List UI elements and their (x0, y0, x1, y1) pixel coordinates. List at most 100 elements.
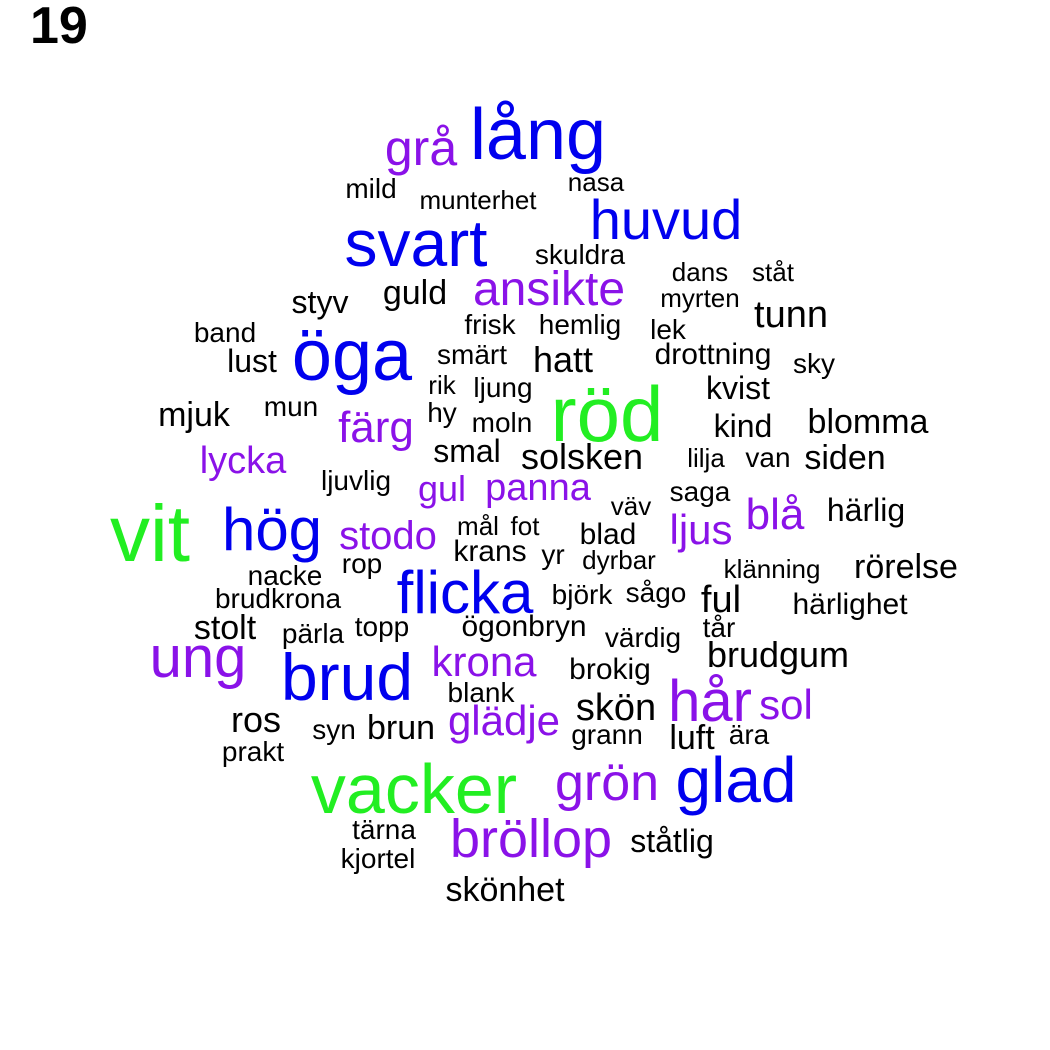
cloud-word: stodo (339, 514, 437, 558)
cloud-word: värdig (604, 622, 682, 653)
cloud-word: brud (280, 640, 414, 714)
cloud-word: grön (554, 754, 660, 812)
cloud-word: brun (366, 709, 436, 747)
cloud-word: drottning (654, 338, 772, 371)
cloud-word: hår (668, 669, 752, 734)
cloud-word: tunn (754, 294, 828, 336)
cloud-word: siden (804, 439, 886, 477)
cloud-word: mun (263, 391, 319, 422)
cloud-word: rörelse (854, 548, 958, 586)
cloud-word: band (193, 317, 257, 348)
cloud-word: vit (110, 489, 190, 578)
cloud-word: smal (433, 433, 501, 469)
cloud-word: kind (713, 408, 773, 444)
cloud-word: huvud (589, 188, 743, 251)
cloud-word: blå (745, 490, 805, 539)
cloud-word: styv (291, 284, 349, 320)
cloud-word: mild (345, 173, 397, 204)
cloud-word: brudgum (706, 634, 850, 675)
cloud-word: prakt (221, 736, 285, 767)
cloud-word: vacker (310, 750, 518, 828)
cloud-word: lång (469, 95, 607, 175)
cloud-word: guld (382, 274, 448, 312)
cloud-word: fot (510, 511, 540, 541)
cloud-word: klänning (723, 554, 821, 584)
cloud-word: lycka (199, 440, 287, 482)
cloud-word: mjuk (158, 396, 230, 434)
cloud-word: nasa (567, 167, 625, 197)
cloud-word: ära (728, 719, 770, 750)
cloud-word: blomma (807, 403, 929, 441)
cloud-word: björk (551, 579, 613, 610)
cloud-word: syn (312, 714, 356, 745)
cloud-word: skuldra (534, 239, 626, 270)
cloud-word: ansikte (472, 263, 626, 316)
cloud-word: tärna (352, 814, 416, 845)
cloud-word: röd (550, 370, 664, 458)
cloud-word: blank (447, 677, 515, 708)
cloud-word: dyrbar (582, 545, 656, 575)
cloud-word: krans (453, 535, 527, 568)
cloud-word: ståt (752, 257, 794, 287)
cloud-word: härlighet (792, 588, 908, 621)
cloud-word: grå (384, 120, 458, 176)
cloud-word: gul (417, 468, 467, 509)
cloud-word: smärt (437, 339, 507, 370)
cloud-word: ögonbryn (461, 610, 587, 643)
cloud-word: ljus (669, 506, 733, 553)
cloud-word: kjortel (340, 843, 416, 874)
cloud-word: myrten (660, 283, 740, 313)
cloud-word: munterhet (419, 185, 537, 215)
cloud-word: lilja (687, 443, 725, 473)
cloud-word: glädje (447, 697, 561, 744)
cloud-word: moln (471, 407, 533, 438)
cloud-word: kvist (706, 370, 770, 406)
cloud-word: glad (675, 744, 797, 816)
cloud-word: rik (428, 370, 456, 400)
cloud-word: öga (291, 316, 413, 396)
cloud-word: rop (341, 548, 383, 579)
cloud-word: dans (671, 257, 729, 287)
cloud-word: tår (702, 612, 736, 643)
cloud-word: grann (571, 719, 643, 750)
cloud-word: sågo (625, 577, 687, 608)
cloud-word: topp (354, 611, 410, 642)
cloud-word: ung (149, 625, 247, 690)
cloud-word: ros (230, 699, 282, 740)
cloud-word: skön (575, 687, 657, 729)
cloud-word: nacke (247, 560, 323, 591)
cloud-word: ful (700, 579, 742, 621)
cloud-word: ljuvlig (320, 465, 392, 496)
cloud-word: lust (227, 343, 277, 379)
cloud-word: frisk (464, 309, 516, 340)
cloud-word: stolt (193, 609, 257, 647)
cloud-word: flicka (396, 559, 534, 626)
cloud-word: panna (485, 467, 591, 509)
cloud-word: bröllop (449, 809, 613, 869)
cloud-word: färg (338, 403, 414, 452)
cloud-word: blad (579, 518, 637, 551)
cloud-word: hemlig (538, 309, 622, 340)
cloud-word: brudkrona (214, 583, 342, 614)
cloud-word: krona (431, 638, 537, 685)
cloud-word: sol (759, 681, 813, 728)
page-number: 19 (30, 0, 88, 55)
cloud-word: svart (344, 206, 488, 280)
cloud-word: härlig (826, 492, 906, 528)
cloud-word: van (745, 442, 791, 473)
cloud-word: brokig (569, 653, 651, 686)
cloud-word: ljung (473, 372, 533, 403)
cloud-word: hy (427, 397, 457, 428)
cloud-word: hög (221, 496, 323, 563)
cloud-word: väv (610, 491, 652, 521)
cloud-word: hatt (532, 339, 594, 380)
cloud-word: luft (669, 719, 715, 757)
cloud-word: skönhet (445, 871, 565, 909)
cloud-word: saga (669, 476, 731, 507)
cloud-word: solsken (520, 436, 644, 477)
cloud-word: mål (457, 511, 499, 541)
cloud-word: ståtlig (630, 823, 714, 859)
cloud-word: pärla (281, 618, 345, 649)
cloud-word: sky (793, 348, 835, 379)
